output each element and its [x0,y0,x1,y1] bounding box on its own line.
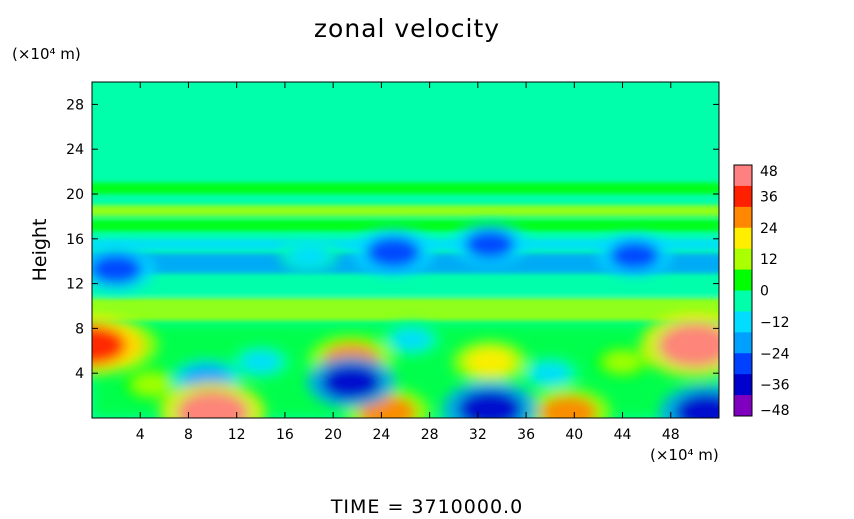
colorbar-tick-label: 12 [760,252,778,268]
heatmap-blob [458,390,522,418]
y-tick-label: 20 [66,187,84,203]
heatmap-blob [530,362,570,385]
heatmap-blob [539,395,597,418]
heatmap-blob [609,241,660,270]
colorbar-segment [734,248,752,271]
colorbar-tick-label: 24 [760,221,778,237]
colorbar-segment [734,353,752,375]
colorbar-segment [734,206,752,229]
heatmap-band [92,283,719,295]
x-tick-label: 44 [614,427,632,443]
heatmap-band [92,182,719,194]
time-readout: TIME = 3710000.0 [330,496,524,518]
y-tick-label: 12 [66,277,84,293]
x-tick-label: 36 [517,427,535,443]
colorbar-segment [734,185,752,208]
heatmap-blob [132,373,172,396]
heatmap-blob [464,347,516,377]
y-tick-label: 28 [66,97,84,113]
colorbar-tick-label: 36 [760,189,778,205]
x-tick-label: 48 [662,427,680,443]
heatmap-blob [391,328,432,351]
x-tick-label: 28 [421,427,439,443]
heatmap-blob [289,244,329,267]
x-tick-label: 40 [565,427,583,443]
y-axis-unit: (×10⁴ m) [12,45,81,63]
x-tick-label: 4 [136,427,145,443]
colorbar-tick-label: −48 [760,403,790,419]
colorbar-frame [733,164,753,417]
heatmap-blob [603,351,642,373]
heatmap-band [92,219,719,231]
heatmap-blob [177,391,248,418]
y-tick-label: 4 [75,366,84,382]
heatmap-blob [464,230,516,259]
heatmap-blob [658,323,719,367]
heatmap-blob [92,253,143,285]
heatmap-band [92,205,719,217]
heatmap-blob [321,364,381,400]
colorbar-segment [734,269,752,291]
colorbar-segment [734,374,752,396]
x-tick-label: 32 [469,427,487,443]
x-tick-label: 24 [372,427,390,443]
colorbar-tick-label: −36 [760,378,790,394]
colorbar-tick-label: −12 [760,315,790,331]
heatmap-band [92,298,719,310]
heatmap-blob [92,325,126,366]
colorbar-segment [734,311,752,333]
colorbar-segment [734,332,752,354]
x-tick-label: 12 [228,427,246,443]
colorbar-tick-label: 48 [760,164,778,180]
y-axis-label: Height [29,218,51,282]
heatmap-field [92,82,719,418]
heatmap-band [92,309,719,321]
x-tick-label: 8 [184,427,193,443]
colorbar-segment [734,165,752,187]
x-tick-label: 16 [276,427,294,443]
chart-title: zonal velocity [313,14,501,43]
colorbar-tick-label: 0 [760,284,769,300]
y-tick-label: 24 [66,142,84,158]
heatmap-blob [241,351,281,373]
x-axis-unit: (×10⁴ m) [650,446,719,464]
y-tick-label: 8 [75,321,84,337]
y-tick-label: 16 [66,232,84,248]
heatmap-blob [675,393,719,418]
colorbar-segment [734,227,752,250]
x-tick-label: 20 [324,427,342,443]
colorbar-tick-label: −24 [760,346,790,362]
heatmap-blob [366,236,421,269]
colorbar-segment [734,290,752,312]
plot-frame [91,81,720,419]
colorbar-segment [734,395,752,417]
